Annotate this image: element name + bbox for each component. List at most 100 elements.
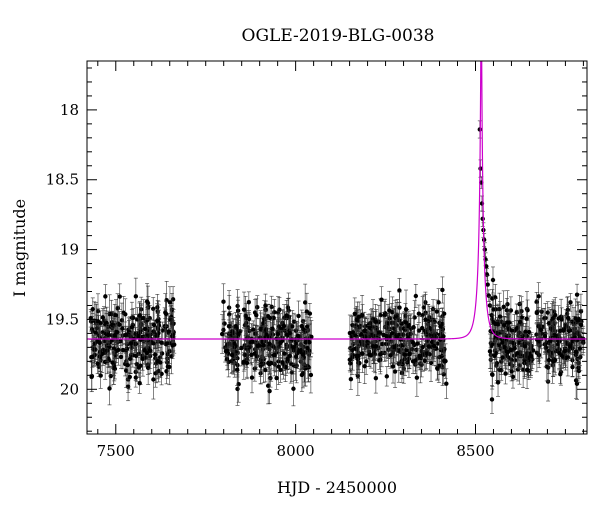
data-point xyxy=(293,341,299,347)
data-point xyxy=(164,341,170,346)
data-point xyxy=(509,369,514,374)
data-point xyxy=(495,380,501,385)
data-point xyxy=(416,311,422,316)
plot-frame xyxy=(86,60,588,435)
data-point xyxy=(525,308,530,313)
data-point xyxy=(491,307,496,312)
data-point xyxy=(435,365,440,371)
y-tick-label: 19 xyxy=(60,241,79,259)
data-point xyxy=(282,351,287,356)
data-point xyxy=(423,317,428,322)
data-point xyxy=(412,315,417,320)
data-point xyxy=(550,362,555,368)
data-point xyxy=(159,351,165,356)
data-point xyxy=(384,374,390,379)
chart-title: OGLE-2019-BLG-0038 xyxy=(242,26,435,46)
data-point xyxy=(570,364,575,370)
data-point xyxy=(546,321,552,326)
data-point xyxy=(482,247,488,252)
data-point xyxy=(356,314,362,319)
data-point xyxy=(509,328,515,333)
data-point xyxy=(170,343,175,348)
data-point xyxy=(353,323,358,328)
data-point xyxy=(403,320,409,325)
data-point xyxy=(127,356,133,361)
data-point xyxy=(411,325,416,330)
data-point xyxy=(127,374,132,380)
data-point xyxy=(221,299,226,304)
data-point xyxy=(409,346,415,352)
data-point xyxy=(435,341,440,346)
data-point xyxy=(439,353,445,359)
data-point xyxy=(136,365,142,370)
data-point xyxy=(246,300,252,305)
data-point xyxy=(419,325,425,331)
data-point xyxy=(522,344,528,349)
data-point xyxy=(373,344,379,349)
data-point xyxy=(422,358,427,364)
data-point xyxy=(441,334,446,339)
data-point xyxy=(304,324,310,329)
data-point xyxy=(553,312,558,318)
data-point xyxy=(486,293,491,298)
data-point xyxy=(414,375,420,380)
data-point xyxy=(226,324,232,329)
data-point xyxy=(387,316,393,321)
axis-ticks: 7500 8000 8500 18 18.5 19 19.5 20 xyxy=(46,61,587,460)
data-point xyxy=(93,330,98,335)
data-point xyxy=(387,308,392,313)
data-point xyxy=(167,364,172,370)
data-point xyxy=(109,322,115,328)
data-point xyxy=(140,356,146,361)
data-point xyxy=(155,333,160,338)
data-point xyxy=(545,365,551,370)
data-point xyxy=(517,301,522,307)
data-point xyxy=(556,347,561,352)
data-point xyxy=(500,340,505,345)
data-point xyxy=(367,352,372,357)
data-point xyxy=(278,340,283,345)
data-point xyxy=(264,332,269,337)
data-point xyxy=(485,282,490,287)
data-point xyxy=(280,360,285,365)
data-point xyxy=(362,328,367,334)
data-point xyxy=(413,358,418,363)
data-point xyxy=(416,328,422,333)
data-point xyxy=(550,316,555,321)
data-point xyxy=(399,321,404,326)
data-point xyxy=(98,373,103,378)
data-point xyxy=(497,306,502,312)
data-point xyxy=(112,332,117,338)
data-point xyxy=(524,316,529,321)
data-point xyxy=(434,309,440,314)
data-point xyxy=(440,287,445,293)
data-point xyxy=(492,353,497,358)
data-point xyxy=(415,341,420,346)
data-point xyxy=(403,313,408,319)
data-point xyxy=(561,328,566,333)
data-point xyxy=(524,333,530,339)
data-point xyxy=(500,355,505,360)
data-point xyxy=(356,353,361,359)
data-point xyxy=(553,333,558,338)
data-point xyxy=(400,362,405,367)
data-point xyxy=(526,329,532,335)
data-point xyxy=(145,365,151,371)
data-point xyxy=(128,341,133,346)
data-point xyxy=(291,344,296,350)
data-point xyxy=(494,361,500,366)
data-point xyxy=(255,305,260,310)
data-point xyxy=(235,303,240,309)
data-point xyxy=(219,331,225,337)
data-point xyxy=(222,321,227,326)
data-point xyxy=(142,326,148,332)
data-point xyxy=(490,296,495,301)
data-point xyxy=(426,344,432,349)
data-point xyxy=(89,355,94,360)
data-point xyxy=(410,340,416,345)
data-point xyxy=(287,353,292,359)
data-point xyxy=(236,331,241,337)
data-point xyxy=(430,317,436,323)
data-point xyxy=(538,327,544,333)
y-tick-label: 19.5 xyxy=(46,310,79,328)
